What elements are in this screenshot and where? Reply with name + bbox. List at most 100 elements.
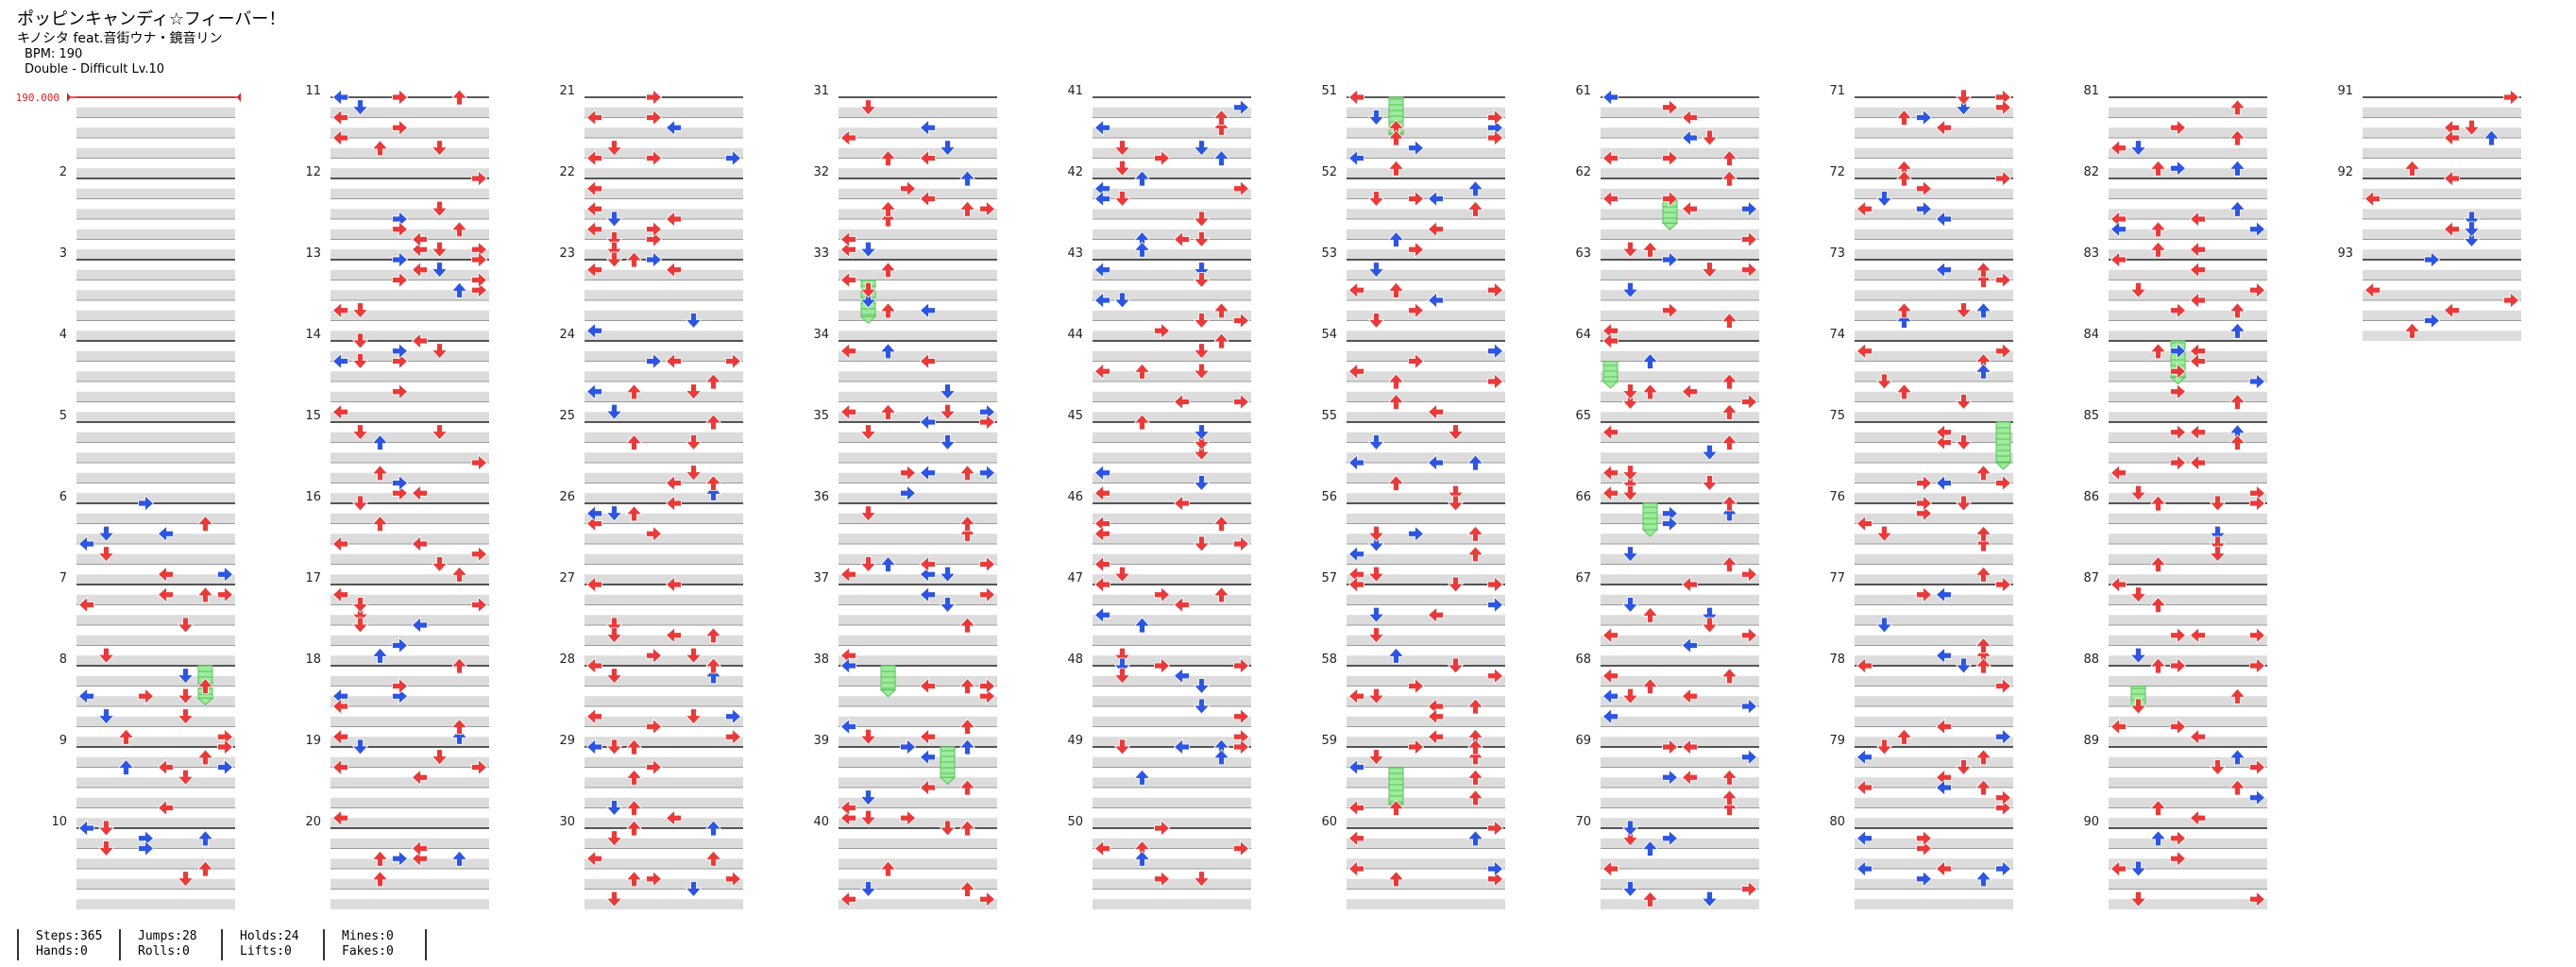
arrow-up-note	[1895, 728, 1913, 745]
measure-63	[1601, 259, 1759, 341]
measure-6	[76, 502, 235, 585]
arrow-right-note	[1662, 149, 1679, 167]
arrow-left-note	[1856, 657, 1873, 674]
arrow-left-note	[839, 271, 856, 289]
arrow-up-note	[879, 149, 897, 166]
arrow-right-note	[2170, 423, 2187, 441]
arrow-right-note	[1741, 748, 1758, 766]
measure-number: 55	[1321, 409, 1337, 423]
arrow-left-note	[1093, 555, 1110, 573]
measure-71	[1855, 96, 2013, 178]
hold-note	[1602, 361, 1619, 389]
arrow-left-note	[411, 261, 428, 279]
arrow-down-note	[351, 495, 369, 512]
arrow-down-note	[685, 313, 703, 330]
arrow-left-note	[2189, 292, 2206, 309]
arrow-down-note	[431, 200, 449, 217]
arrow-right-note	[979, 414, 996, 431]
arrow-up-note	[1466, 769, 1484, 786]
arrow-down-note	[97, 820, 115, 837]
arrow-left-note	[1935, 585, 1952, 603]
arrow-up-note	[958, 738, 976, 755]
bpm-marker-left	[67, 93, 71, 102]
arrow-up-note	[1974, 262, 1992, 279]
arrow-down-note	[859, 881, 877, 898]
measure-number: 56	[1321, 490, 1337, 504]
measure-number: 3	[59, 246, 67, 261]
arrow-up-note	[450, 221, 468, 238]
measure-number: 69	[1575, 734, 1591, 748]
arrow-left-note	[411, 769, 428, 787]
arrow-left-note	[1347, 799, 1364, 817]
arrow-left-note	[1856, 342, 1873, 360]
arrow-left-note	[1347, 281, 1364, 299]
measure-61	[1601, 96, 1759, 178]
measure-number: 18	[305, 653, 321, 667]
measure-number: 6	[59, 490, 67, 504]
measure-number: 15	[305, 409, 321, 423]
arrow-up-note	[1895, 302, 1913, 319]
measure-number: 77	[1829, 571, 1845, 585]
measure-number: 20	[305, 815, 321, 829]
arrow-down-note	[1875, 617, 1893, 634]
arrow-up-note	[958, 880, 976, 897]
arrow-left-note	[665, 495, 682, 512]
arrow-up-note	[2149, 221, 2167, 238]
arrow-up-note	[625, 799, 643, 816]
arrow-left-note	[1935, 647, 1952, 665]
arrow-down-note	[2129, 586, 2147, 603]
arrow-down-note	[1113, 657, 1131, 674]
arrow-up-note	[1641, 352, 1659, 369]
arrow-left-note	[1347, 860, 1364, 877]
measure-27	[585, 584, 743, 666]
arrow-right-note	[979, 200, 996, 218]
arrow-left-note	[919, 555, 936, 573]
arrow-down-note	[351, 617, 369, 634]
arrow-up-note	[1974, 535, 1992, 552]
arrow-right-note	[979, 585, 996, 603]
arrow-down-note	[177, 668, 195, 685]
measure-number: 51	[1321, 84, 1337, 98]
arrow-left-note	[1173, 667, 1190, 685]
measure-number: 24	[559, 328, 575, 342]
arrow-up-note	[1466, 738, 1484, 755]
arrow-up-note	[1974, 302, 1992, 319]
measure-11	[330, 96, 489, 178]
arrow-down-note	[177, 617, 195, 634]
arrow-down-note	[2463, 221, 2481, 238]
arrow-down-note	[605, 800, 623, 817]
arrow-right-note	[979, 555, 996, 573]
arrow-down-note	[1113, 738, 1131, 755]
arrow-right-note	[2170, 363, 2187, 381]
measure-32	[839, 178, 997, 260]
arrow-left-note	[2189, 352, 2206, 370]
arrow-left-note	[1427, 606, 1444, 624]
measure-28	[585, 665, 743, 747]
arrow-right-note	[471, 251, 488, 268]
arrow-left-note	[77, 820, 94, 837]
arrow-up-note	[1466, 749, 1484, 766]
arrow-down-note	[1447, 495, 1465, 512]
measure-69	[1601, 746, 1759, 828]
arrow-left-note	[2189, 261, 2206, 279]
arrow-left-note	[1427, 403, 1444, 421]
arrow-right-note	[1154, 585, 1171, 603]
arrow-down-note	[431, 241, 449, 258]
arrow-left-note	[1347, 758, 1364, 776]
measure-16	[330, 502, 489, 585]
arrow-right-note	[1233, 312, 1250, 330]
arrow-up-note	[1212, 515, 1230, 532]
arrow-left-note	[1173, 230, 1190, 248]
measure-number: 38	[813, 653, 829, 667]
arrow-down-note	[1113, 647, 1131, 664]
measure-number: 64	[1575, 328, 1591, 342]
arrow-down-note	[1113, 160, 1131, 177]
measure-number: 53	[1321, 246, 1337, 261]
measure-number: 28	[559, 653, 575, 667]
arrow-left-note	[2110, 139, 2127, 157]
arrow-down-note	[1193, 363, 1211, 380]
arrow-up-note	[2229, 129, 2246, 146]
arrow-up-note	[2483, 129, 2500, 146]
arrow-right-note	[471, 271, 488, 289]
arrow-down-note	[1367, 627, 1385, 644]
